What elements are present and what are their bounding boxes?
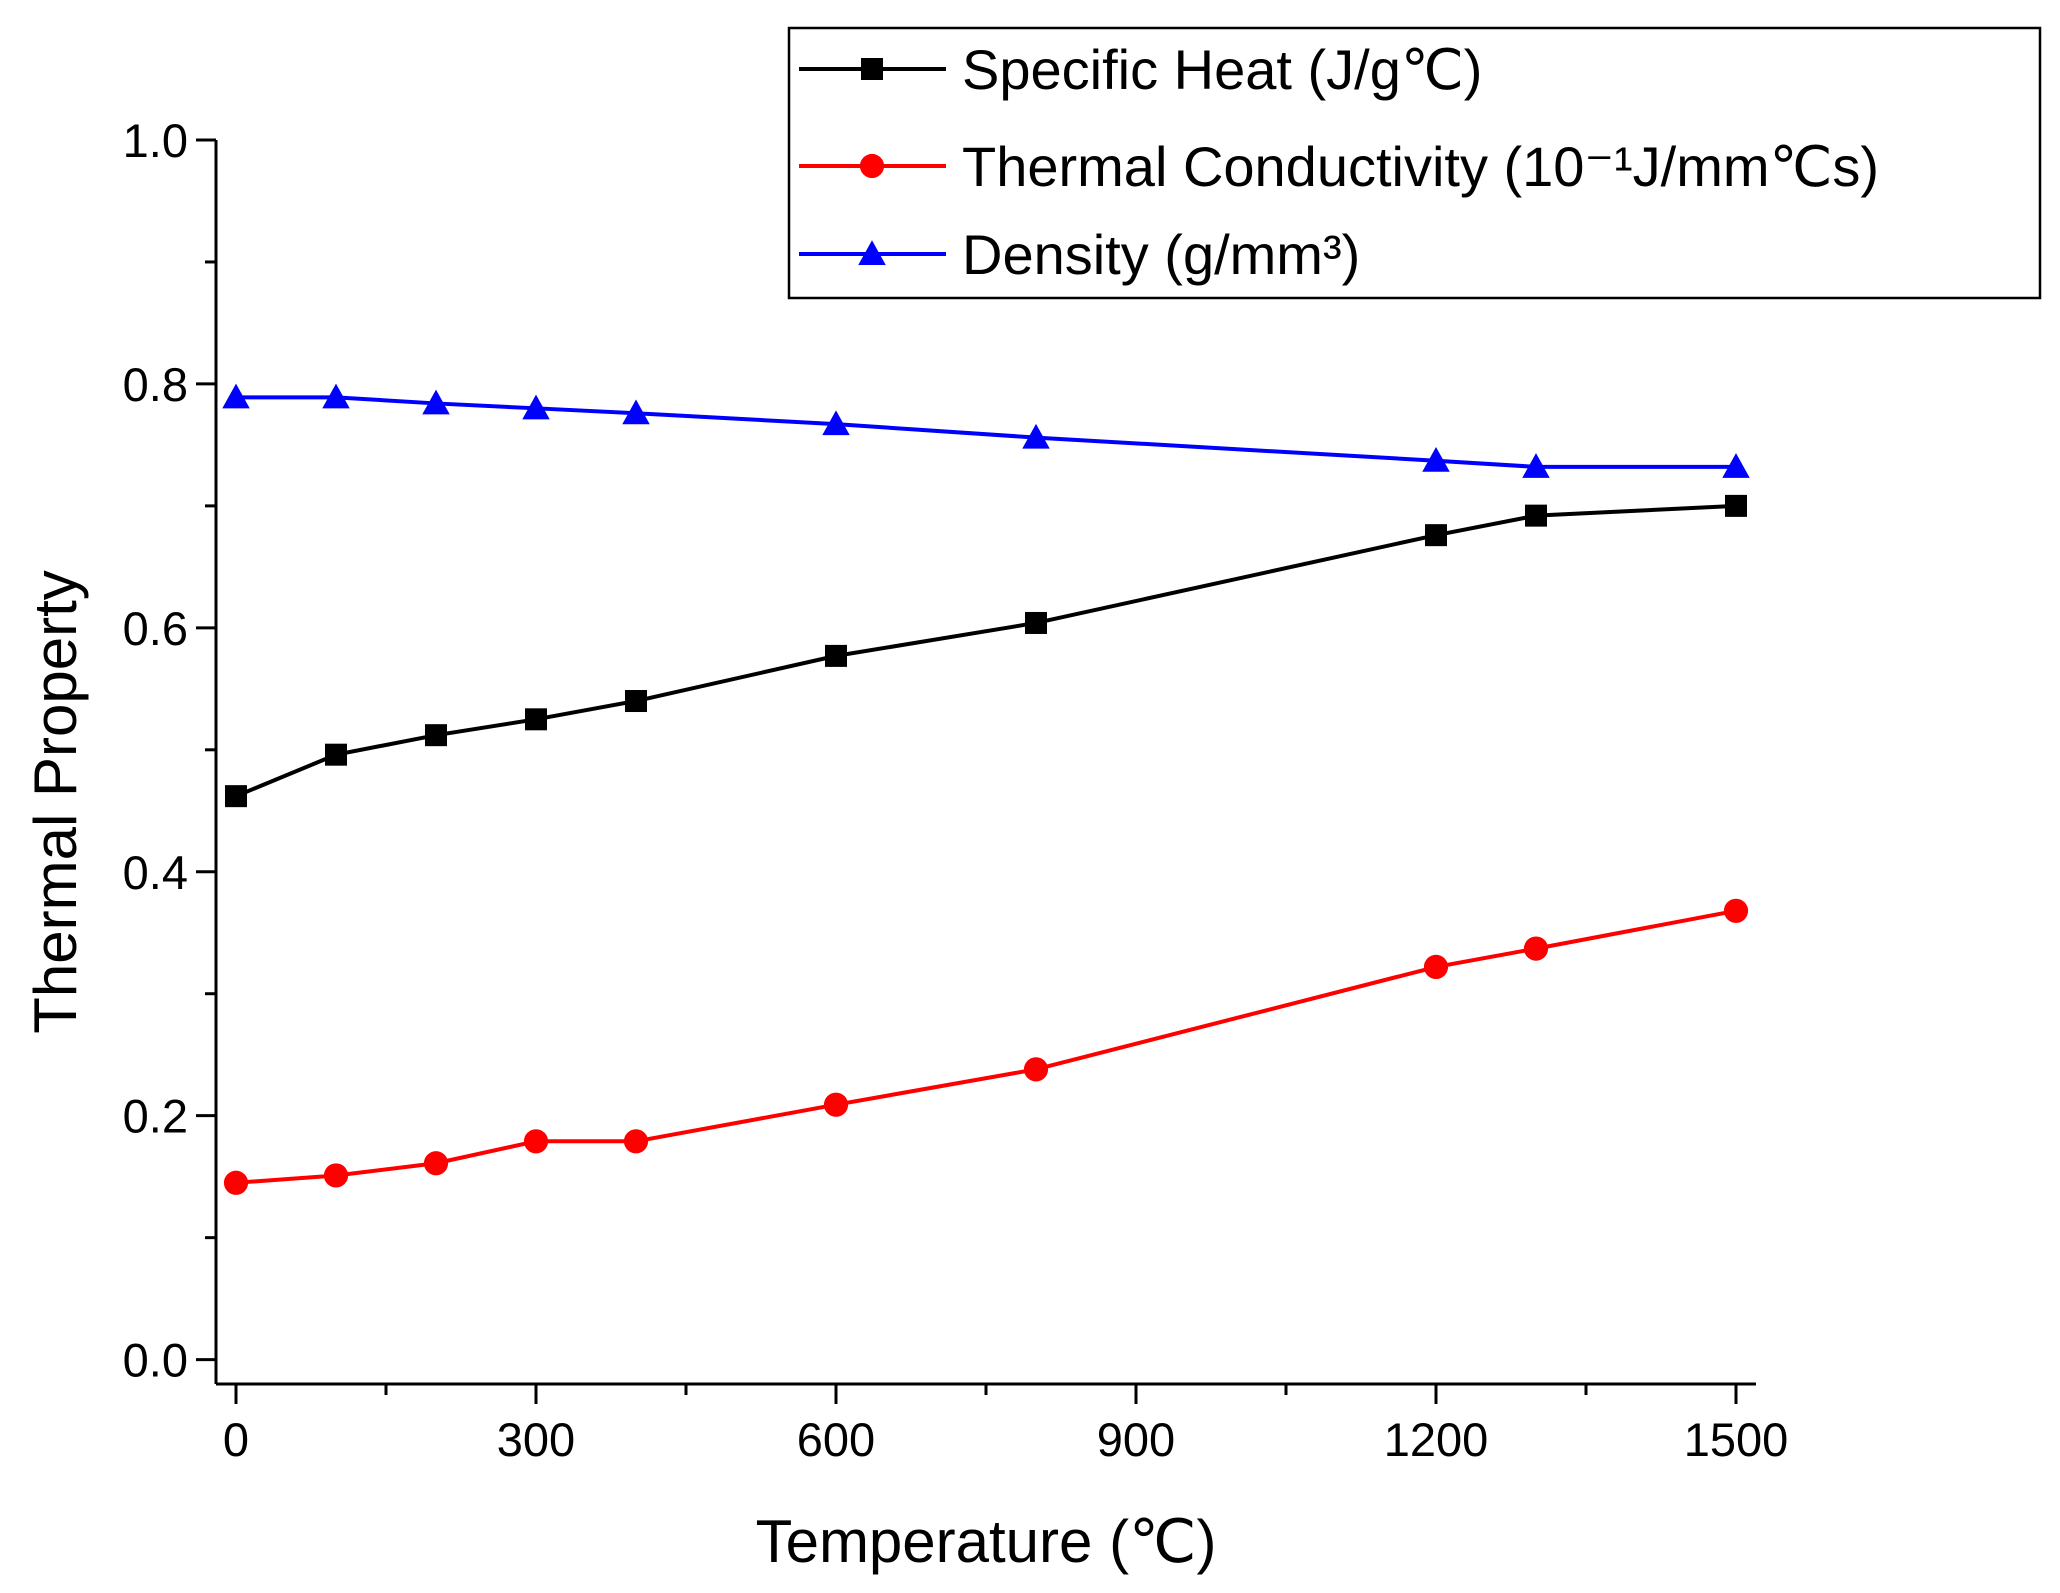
data-point	[425, 724, 447, 747]
x-tick-label: 1200	[1384, 1413, 1489, 1466]
data-point	[423, 1151, 449, 1176]
data-point	[825, 644, 847, 667]
data-point	[1425, 524, 1447, 547]
data-point	[522, 394, 550, 420]
data-point	[525, 708, 547, 731]
data-point	[523, 1129, 549, 1154]
data-point	[323, 1163, 349, 1188]
x-tick-label: 900	[1097, 1413, 1175, 1466]
legend-marker	[858, 240, 886, 265]
x-tick-label: 1500	[1684, 1413, 1789, 1466]
legend-label: Thermal Conductivity (10⁻¹J/mm℃s)	[962, 135, 1879, 198]
data-point	[1725, 494, 1747, 517]
legend: Specific Heat (J/g℃) Thermal Conductivity…	[787, 26, 2042, 300]
data-point	[222, 383, 250, 409]
data-point	[225, 785, 247, 808]
data-point	[1723, 898, 1749, 923]
data-point	[1522, 453, 1550, 478]
data-point	[422, 389, 450, 415]
data-point	[823, 1092, 849, 1117]
data-point	[625, 690, 647, 713]
y-tick-label: 0.6	[123, 602, 188, 655]
data-point	[1722, 453, 1750, 478]
legend-marker	[861, 58, 883, 80]
data-point	[822, 410, 850, 436]
series-layer	[222, 383, 1750, 1195]
series-circle	[223, 898, 1749, 1195]
data-point	[1025, 611, 1047, 634]
x-tick-label: 300	[497, 1413, 575, 1466]
y-tick-label: 0.2	[123, 1090, 188, 1143]
series-line	[235, 503, 1737, 798]
data-point	[1023, 1057, 1049, 1082]
data-point	[622, 399, 650, 425]
y-axis-title: Thermal Property	[22, 570, 89, 1033]
legend-label: Density (g/mm³)	[962, 223, 1360, 286]
legend-marker	[859, 153, 885, 179]
y-tick-label: 1.0	[123, 114, 188, 167]
data-point	[223, 1170, 249, 1195]
legend-label: Specific Heat (J/g℃)	[962, 38, 1482, 101]
data-point	[325, 743, 347, 766]
series-line	[236, 395, 1736, 469]
x-tick-label: 600	[797, 1413, 875, 1466]
x-tick-label: 0	[223, 1413, 249, 1466]
data-point	[623, 1129, 649, 1154]
y-tick-label: 0.8	[123, 358, 188, 411]
series-square	[225, 494, 1747, 808]
series-triangle	[222, 383, 1750, 478]
data-point	[1423, 954, 1449, 979]
data-point	[322, 383, 350, 409]
data-point	[1422, 447, 1450, 472]
axes-layer: 0.0 0.2 0.4 0.6 0.8 1.0 0 300 600 900 1200 1500	[123, 114, 1789, 1466]
data-point	[1022, 423, 1050, 449]
y-tick-label: 0.4	[123, 846, 188, 899]
legend-box	[787, 26, 2042, 300]
data-point	[1525, 504, 1547, 527]
series-line	[235, 908, 1737, 1185]
data-point	[1523, 936, 1549, 961]
y-tick-label: 0.0	[123, 1334, 188, 1387]
x-axis-title: Temperature (℃)	[756, 1508, 1217, 1575]
